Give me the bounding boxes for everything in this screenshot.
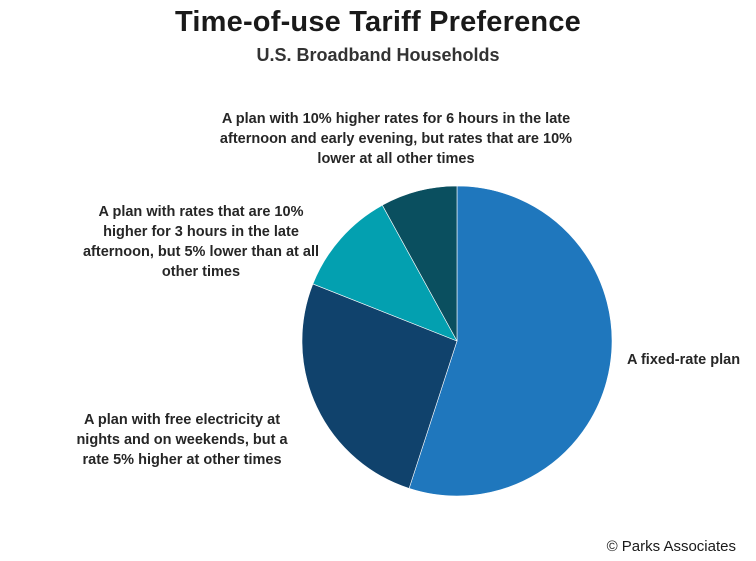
- chart-subtitle: U.S. Broadband Households: [256, 45, 500, 65]
- pie-slice-6-hours-higher: [381, 185, 458, 342]
- slice-label-free-nights-weekends: A plan with free electricity at nights a…: [62, 410, 302, 470]
- label-line: afternoon, but 5% lower than at all: [82, 244, 320, 260]
- slice-label-6-hours-higher: A plan with 10% higher rates for 6 hours…: [196, 109, 596, 169]
- source-credit: © Parks Associates: [606, 538, 736, 555]
- slice-label-3-hours-higher: A plan with rates that are 10% higher fo…: [66, 202, 336, 282]
- slice-label-fixed-rate-plan: A fixed-rate plan: [627, 350, 756, 370]
- label-line: nights and on weekends, but a: [76, 432, 288, 448]
- label-line: other times: [161, 264, 241, 280]
- label-line: rate 5% higher at other times: [82, 452, 282, 468]
- label-line: A plan with 10% higher rates for 6 hours…: [221, 111, 571, 127]
- pie-slice-fixed-rate-plan: [408, 185, 613, 497]
- pie-slices: [301, 185, 613, 497]
- label-line: A plan with rates that are 10%: [98, 204, 304, 220]
- pie-slice-free-nights-weekends: [301, 283, 458, 489]
- label-line: higher for 3 hours in the late: [103, 224, 299, 240]
- pie-slice-3-hours-higher: [312, 204, 458, 342]
- chart-title: Time-of-use Tariff Preference: [174, 6, 581, 38]
- label-line: afternoon and early evening, but rates t…: [219, 131, 573, 147]
- label-line: A plan with free electricity at: [83, 412, 281, 428]
- label-line: A fixed-rate plan: [627, 352, 741, 368]
- label-line: lower at all other times: [317, 151, 475, 167]
